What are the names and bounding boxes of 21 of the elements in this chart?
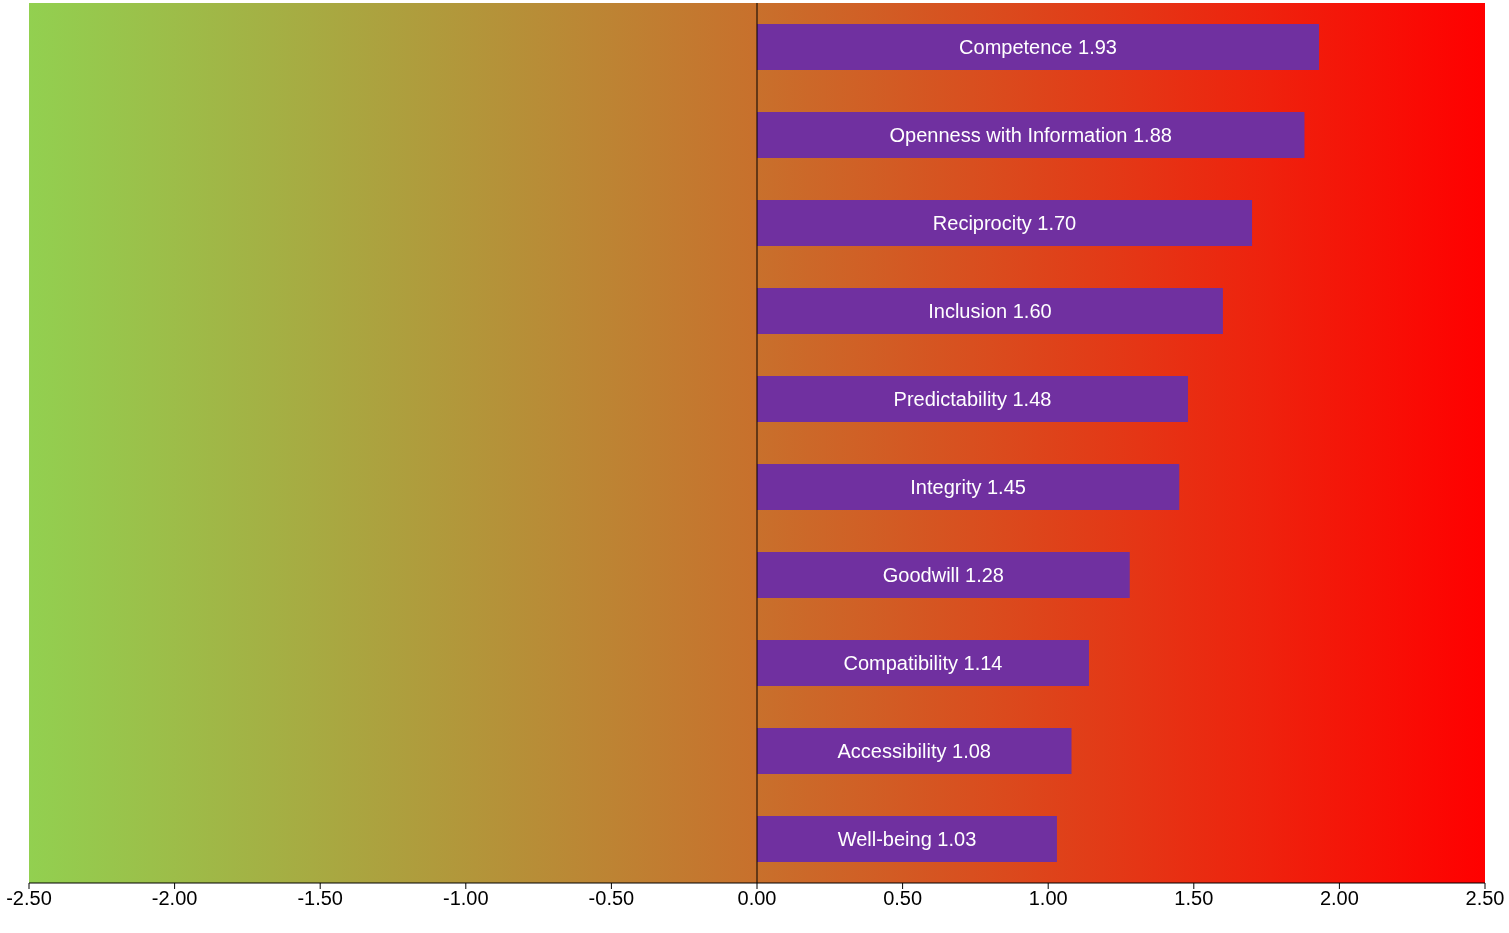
- category-label: Reciprocity 1.70: [932, 212, 1077, 235]
- x-tick-label: -0.50: [588, 887, 635, 910]
- x-tick-label: 1.00: [1028, 887, 1068, 910]
- x-tick-label: 0.50: [883, 887, 923, 910]
- category-label: Goodwill 1.28: [882, 564, 1004, 587]
- category-label: Integrity 1.45: [910, 476, 1026, 499]
- x-tick-label: -1.50: [297, 887, 343, 910]
- category-label: Accessibility 1.08: [837, 740, 991, 763]
- x-tick-label: 1.50: [1174, 887, 1214, 910]
- x-tick-label: 2.00: [1319, 887, 1359, 910]
- x-tick-label: -2.00: [151, 887, 198, 910]
- x-tick-label: -1.00: [443, 887, 489, 910]
- category-label: Inclusion 1.60: [928, 300, 1052, 323]
- category-label: Well-being 1.03: [837, 828, 977, 851]
- category-label: Predictability 1.48: [893, 388, 1052, 411]
- x-tick-label: -2.50: [6, 887, 52, 910]
- x-tick-label: 0.00: [737, 887, 777, 910]
- category-label: Compatibility 1.14: [843, 652, 1003, 675]
- x-tick-label: 2.50: [1465, 887, 1505, 910]
- category-label: Competence 1.93: [959, 36, 1117, 59]
- category-label: Openness with Information 1.88: [889, 124, 1172, 147]
